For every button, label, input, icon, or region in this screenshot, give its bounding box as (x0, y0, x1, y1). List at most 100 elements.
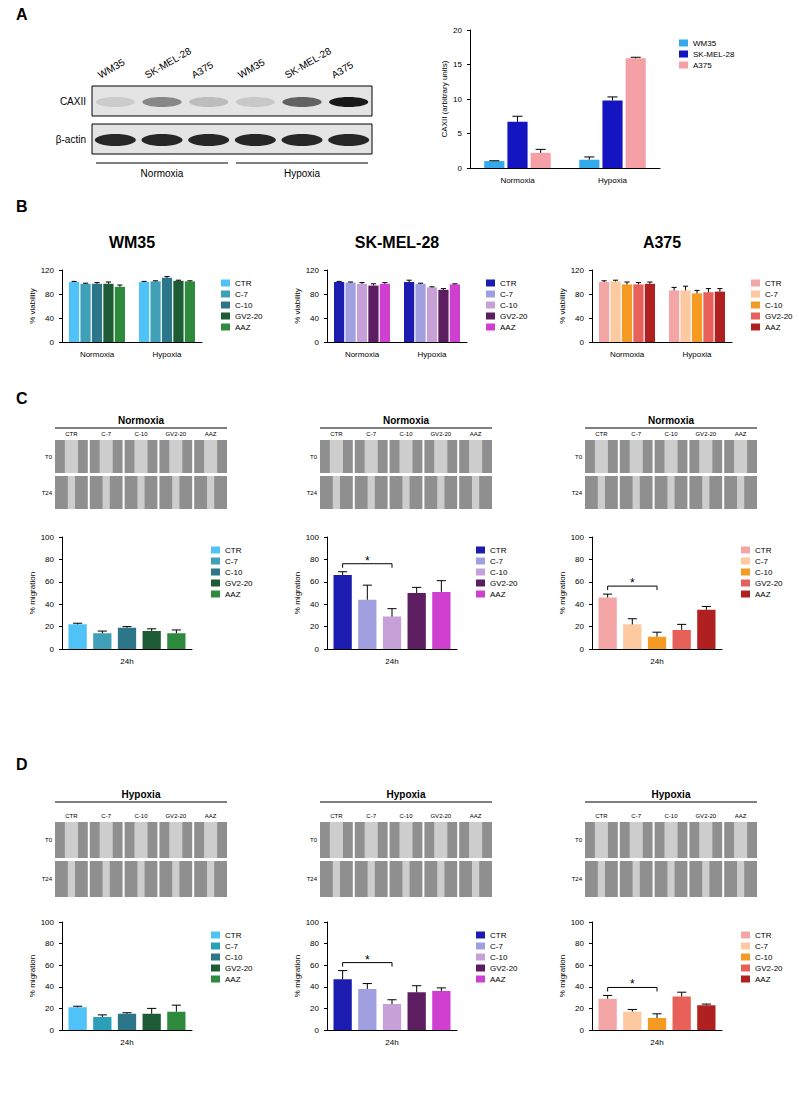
svg-text:80: 80 (45, 290, 54, 299)
svg-text:100: 100 (41, 918, 55, 927)
svg-text:C-7: C-7 (490, 557, 503, 566)
svg-text:% migration: % migration (558, 955, 567, 997)
svg-text:T24: T24 (572, 490, 583, 496)
svg-text:C-10: C-10 (134, 431, 148, 437)
svg-text:CTR: CTR (65, 431, 78, 437)
svg-text:CTR: CTR (235, 279, 252, 288)
svg-text:Normoxia: Normoxia (648, 415, 695, 426)
svg-text:20: 20 (310, 1004, 319, 1013)
svg-text:C-10: C-10 (134, 813, 148, 819)
svg-text:AAZ: AAZ (755, 975, 771, 984)
svg-text:C-7: C-7 (101, 431, 111, 437)
svg-text:80: 80 (575, 290, 584, 299)
svg-text:C: C (16, 390, 28, 407)
svg-text:Hypoxia: Hypoxia (387, 789, 426, 800)
svg-text:GV2-20: GV2-20 (490, 964, 518, 973)
svg-text:% migration: % migration (28, 955, 37, 997)
svg-text:C-7: C-7 (366, 431, 376, 437)
svg-text:0: 0 (580, 338, 585, 347)
svg-text:% migration: % migration (28, 572, 37, 614)
svg-text:AAZ: AAZ (205, 813, 217, 819)
svg-text:0: 0 (50, 645, 55, 654)
svg-text:CTR: CTR (490, 931, 507, 940)
svg-text:*: * (630, 576, 635, 590)
svg-text:T0: T0 (45, 454, 53, 460)
svg-text:AAZ: AAZ (765, 323, 781, 332)
svg-text:GV2-20: GV2-20 (755, 579, 783, 588)
svg-text:40: 40 (310, 314, 319, 323)
svg-text:GV2-20: GV2-20 (225, 964, 253, 973)
svg-text:GV2-20: GV2-20 (165, 431, 186, 437)
svg-text:20: 20 (310, 622, 319, 631)
svg-text:24h: 24h (650, 657, 663, 666)
svg-text:100: 100 (571, 533, 585, 542)
svg-text:T24: T24 (572, 876, 583, 882)
svg-text:CAXII (arbitrary units): CAXII (arbitrary units) (440, 60, 449, 137)
svg-text:CTR: CTR (65, 813, 78, 819)
svg-text:CTR: CTR (330, 431, 343, 437)
svg-text:Hypoxia: Hypoxia (598, 176, 627, 185)
svg-text:AAZ: AAZ (735, 431, 747, 437)
svg-text:*: * (365, 953, 370, 967)
svg-text:AAZ: AAZ (225, 975, 241, 984)
svg-text:0: 0 (580, 645, 585, 654)
svg-text:C-10: C-10 (664, 431, 678, 437)
svg-text:Hypoxia: Hypoxia (652, 789, 691, 800)
svg-text:40: 40 (45, 314, 54, 323)
svg-text:C-10: C-10 (490, 953, 508, 962)
svg-text:C-7: C-7 (366, 813, 376, 819)
svg-text:C-10: C-10 (765, 301, 783, 310)
svg-text:Normoxia: Normoxia (500, 176, 535, 185)
svg-text:100: 100 (306, 918, 320, 927)
svg-text:GV2-20: GV2-20 (755, 964, 783, 973)
svg-text:% migration: % migration (293, 572, 302, 614)
svg-text:SK-MEL-28: SK-MEL-28 (693, 50, 735, 59)
svg-text:GV2-20: GV2-20 (225, 579, 253, 588)
svg-text:CTR: CTR (755, 546, 772, 555)
svg-text:β-actin: β-actin (56, 134, 86, 145)
svg-text:80: 80 (45, 939, 54, 948)
svg-text:40: 40 (310, 600, 319, 609)
svg-text:Hypoxia: Hypoxia (418, 350, 447, 359)
svg-text:CTR: CTR (490, 546, 507, 555)
svg-text:CTR: CTR (765, 279, 782, 288)
svg-text:Hypoxia: Hypoxia (683, 350, 712, 359)
svg-text:20: 20 (453, 26, 462, 35)
svg-text:GV2-20: GV2-20 (695, 813, 716, 819)
svg-text:WM35: WM35 (109, 234, 155, 251)
svg-text:C-7: C-7 (490, 942, 503, 951)
svg-text:CTR: CTR (595, 813, 608, 819)
svg-text:CTR: CTR (225, 931, 242, 940)
svg-text:GV2-20: GV2-20 (500, 312, 528, 321)
svg-text:40: 40 (575, 314, 584, 323)
svg-text:0: 0 (315, 1026, 320, 1035)
svg-text:% viability: % viability (28, 288, 37, 324)
svg-text:% migration: % migration (558, 572, 567, 614)
svg-text:100: 100 (571, 918, 585, 927)
svg-text:CTR: CTR (500, 279, 517, 288)
svg-text:C-7: C-7 (101, 813, 111, 819)
svg-text:0: 0 (458, 164, 463, 173)
svg-text:AAZ: AAZ (235, 323, 251, 332)
svg-text:AAZ: AAZ (205, 431, 217, 437)
svg-text:24h: 24h (120, 1038, 133, 1047)
svg-text:C-10: C-10 (235, 301, 253, 310)
svg-text:D: D (16, 756, 28, 773)
svg-text:C-7: C-7 (765, 290, 778, 299)
svg-text:T0: T0 (310, 454, 318, 460)
svg-text:Normoxia: Normoxia (80, 350, 115, 359)
svg-text:60: 60 (575, 961, 584, 970)
svg-text:Normoxia: Normoxia (383, 415, 430, 426)
svg-text:0: 0 (315, 645, 320, 654)
svg-text:AAZ: AAZ (490, 590, 506, 599)
svg-text:CTR: CTR (225, 546, 242, 555)
svg-text:C-10: C-10 (755, 568, 773, 577)
svg-text:60: 60 (310, 577, 319, 586)
svg-text:120: 120 (571, 266, 585, 275)
svg-text:C-7: C-7 (225, 557, 238, 566)
svg-text:A375: A375 (189, 59, 215, 80)
svg-text:5: 5 (458, 129, 463, 138)
svg-text:40: 40 (310, 982, 319, 991)
svg-text:0: 0 (580, 1026, 585, 1035)
svg-text:SK-MEL-28: SK-MEL-28 (355, 234, 440, 251)
